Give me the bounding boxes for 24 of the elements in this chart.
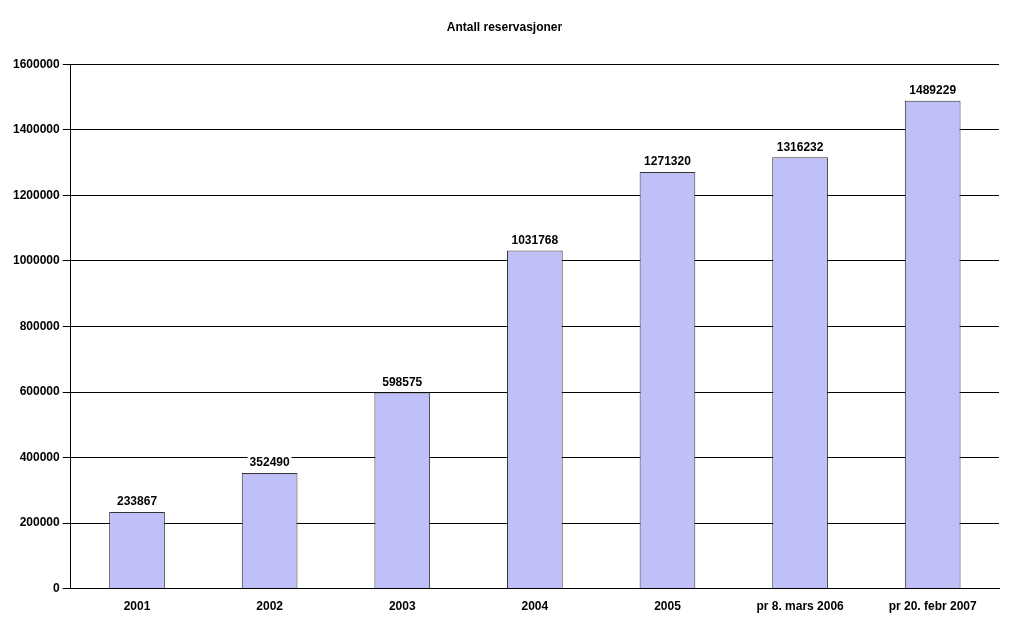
y-tick-label: 0 <box>53 580 61 595</box>
y-tick-label: 200000 <box>19 515 61 530</box>
x-tick-label: pr 20. febr 2007 <box>888 599 978 614</box>
data-label: 352490 <box>249 455 290 470</box>
y-tick-label: 1200000 <box>13 187 61 202</box>
x-tick-label: 2001 <box>123 599 151 614</box>
data-label: 598575 <box>382 374 423 389</box>
y-tick-label: 600000 <box>19 384 61 399</box>
y-tick-label: 1400000 <box>13 122 61 137</box>
x-tick-label: 2004 <box>521 599 549 614</box>
y-tick-label: 1600000 <box>13 56 61 71</box>
y-tick-label: 800000 <box>19 318 61 333</box>
y-tick-label: 1000000 <box>13 253 61 268</box>
x-tick-label: 2003 <box>388 599 416 614</box>
data-label: 1489229 <box>909 83 957 97</box>
data-label: 1316232 <box>776 139 824 154</box>
y-tick-label: 400000 <box>19 449 61 464</box>
chart-title: Antall reservasjoner <box>446 19 563 34</box>
data-label: 233867 <box>117 494 158 509</box>
data-label: 1031768 <box>511 232 559 247</box>
x-tick-label: pr 8. mars 2006 <box>756 599 845 614</box>
data-label: 1271320 <box>644 154 692 169</box>
x-tick-label: 2002 <box>256 599 284 614</box>
x-tick-label: 2005 <box>654 599 682 614</box>
